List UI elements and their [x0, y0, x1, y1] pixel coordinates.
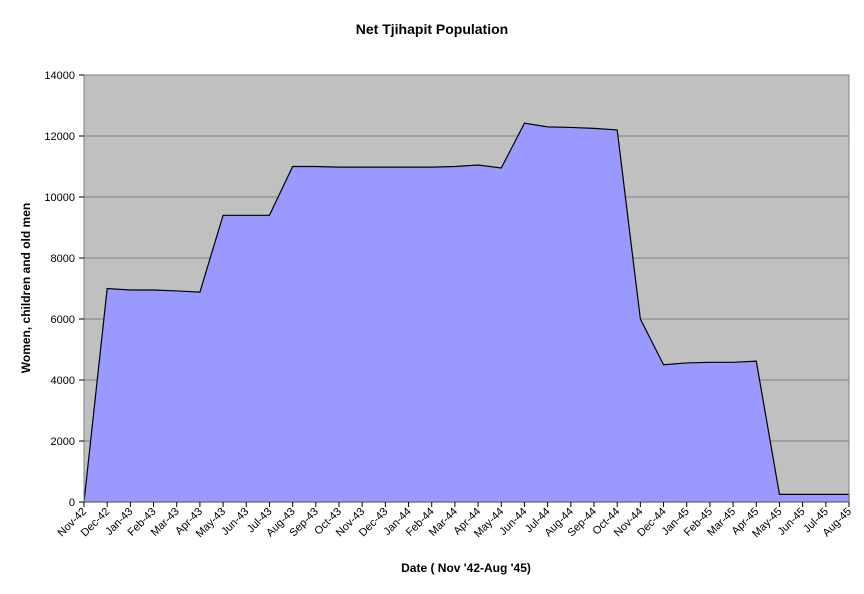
y-tick-label: 4000 [51, 375, 75, 387]
y-tick-labels: 0 2000 4000 6000 8000 10000 12000 14000 [44, 70, 84, 509]
y-tick-label: 12000 [44, 131, 75, 143]
chart-title: Net Tjihapit Population [356, 21, 508, 37]
y-axis-label: Women, children and old men [19, 203, 33, 373]
y-tick-label: 2000 [51, 436, 75, 448]
population-area [83, 122, 850, 503]
x-tick-labels: Nov-42Dec-42Jan-43Feb-43Mar-43Apr-43May-… [56, 502, 854, 540]
y-tick-label: 10000 [44, 192, 75, 204]
y-tick-label: 0 [69, 497, 75, 509]
y-tick-label: 8000 [51, 253, 75, 265]
axes [83, 74, 850, 503]
plot-border [83, 74, 850, 503]
y-tick-label: 14000 [44, 70, 75, 82]
x-axis-label: Date ( Nov '42-Aug '45) [401, 561, 531, 575]
y-tick-label: 6000 [51, 314, 75, 326]
